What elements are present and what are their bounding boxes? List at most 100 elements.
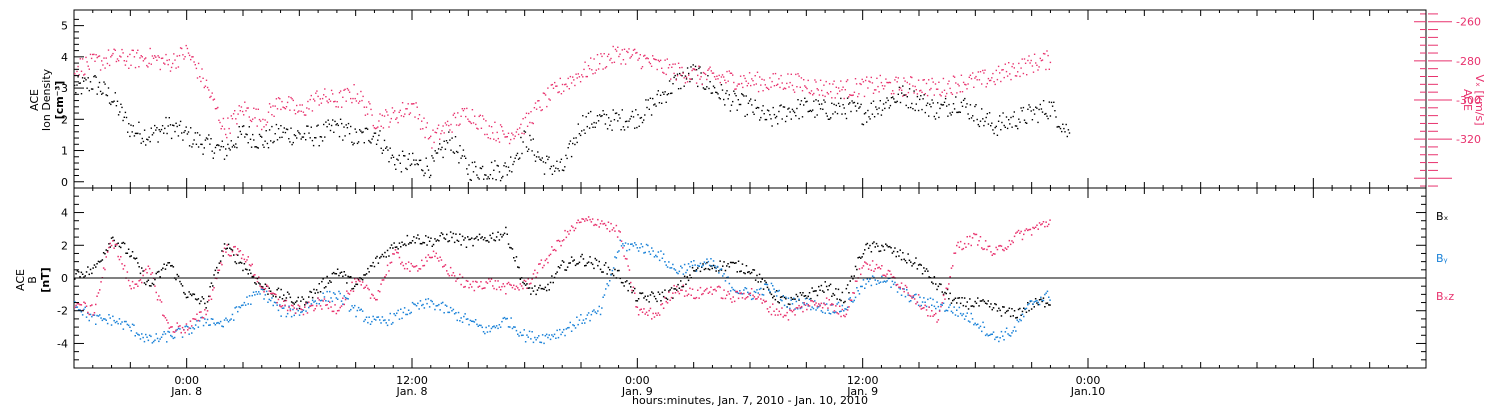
bottom-series-2-point [326,304,328,306]
bottom-series-0-point [637,298,640,300]
bottom-series-2-point [607,221,610,223]
bottom-series-1-point [933,305,936,308]
top-series-1-point [107,49,110,51]
top-series-1-point [487,137,489,139]
top-series-0-point [494,160,496,162]
top-series-0-point [572,142,574,145]
top-series-0-point [683,85,685,87]
bottom-series-0-point [774,298,777,301]
bottom-series-0-point [699,270,702,273]
top-series-0-point [621,109,623,111]
top-series-1-point [984,69,986,71]
top-series-1-point [898,89,901,91]
bottom-series-2-point [322,300,324,302]
bottom-series-2-point [409,270,411,272]
bottom-series-2-point [382,279,385,281]
bottom-series-0-point [96,263,98,265]
bottom-series-0-point [164,268,167,270]
bottom-series-2-point [88,313,90,316]
bottom-series-0-point [582,258,585,260]
top-series-0-point [654,103,656,105]
top-series-1-point [475,123,477,126]
top-series-1-point [337,106,339,108]
bottom-series-0-point [91,272,93,275]
bottom-series-0-point [569,262,571,264]
bottom-series-1-point [181,336,184,338]
bottom-series-1-point [677,272,679,275]
bottom-series-1-point [840,310,842,312]
bottom-series-2-point [986,248,988,251]
bottom-series-1-point [950,310,953,313]
top-series-0-point [591,123,593,125]
bottom-series-0-point [911,265,913,267]
bottom-series-2-point [117,255,119,258]
bottom-series-2-point [418,268,420,270]
top-series-0-point [423,174,425,177]
bottom-series-2-point [389,262,391,264]
bottom-series-2-point [279,305,281,307]
top-series-1-point [216,107,218,110]
top-series-0-point [573,137,575,139]
top-series-0-point [1005,116,1008,118]
top-series-0-point [149,140,151,143]
top-series-0-point [497,165,499,167]
top-series-1-point [958,85,960,87]
top-series-1-point [460,115,462,117]
top-series-1-point [497,137,499,140]
bottom-series-1-point [286,312,289,315]
top-series-1-point [318,104,320,106]
bottom-series-2-point [476,281,478,283]
bottom-series-1-point [117,322,119,325]
bottom-series-0-point [472,244,474,247]
bottom-series-0-point [277,287,280,290]
top-series-0-point [98,81,101,84]
bottom-series-0-point [740,270,742,272]
bottom-series-2-point [665,300,667,303]
top-series-1-point [737,83,739,85]
top-series-0-point [964,97,966,100]
bottom-series-2-point [958,246,961,248]
top-series-0-point [209,143,211,145]
bottom-series-0-point [439,235,441,237]
top-series-0-point [1020,107,1022,109]
top-series-1-point [641,66,644,68]
top-series-0-point [101,93,103,95]
bottom-series-1-point [488,325,490,327]
top-series-0-point [924,111,926,114]
top-series-0-point [507,166,510,168]
bottom-series-0-point [807,295,809,298]
bottom-series-1-point [975,324,978,326]
bottom-series-2-point [121,263,123,265]
top-series-0-point [150,127,152,129]
top-series-1-point [445,124,448,126]
top-series-1-point [315,92,317,94]
bottom-series-0-point [302,298,305,300]
top-series-0-point [152,132,155,134]
bottom-series-1-point [384,319,386,321]
top-series-0-point [1002,112,1004,114]
top-series-1-point [217,106,219,109]
bottom-series-2-point [929,315,932,317]
bottom-series-2-point [511,286,514,289]
top-series-1-point [555,85,557,87]
top-series-1-point [1000,80,1002,83]
bottom-series-2-point [590,221,593,223]
top-series-1-point [982,69,984,72]
bottom-series-2-point [833,310,836,312]
top-series-1-point [112,52,114,55]
bottom-series-2-point [235,253,238,256]
top-series-1-point [320,102,323,104]
bottom-series-2-point [490,278,493,280]
top-right-axis-title: ACE Vₓ [km/s] [1461,74,1486,125]
top-series-0-point [961,105,964,107]
top-series-0-point [1008,119,1010,121]
bottom-series-0-point [506,233,508,235]
top-series-0-point [882,103,885,105]
bottom-series-2-point [497,280,499,282]
bottom-series-0-point [427,236,430,239]
top-series-0-point [343,126,345,128]
top-series-1-point [788,86,790,88]
top-series-1-point [407,103,409,105]
top-series-1-point [1021,58,1023,60]
top-series-0-point [640,116,643,119]
